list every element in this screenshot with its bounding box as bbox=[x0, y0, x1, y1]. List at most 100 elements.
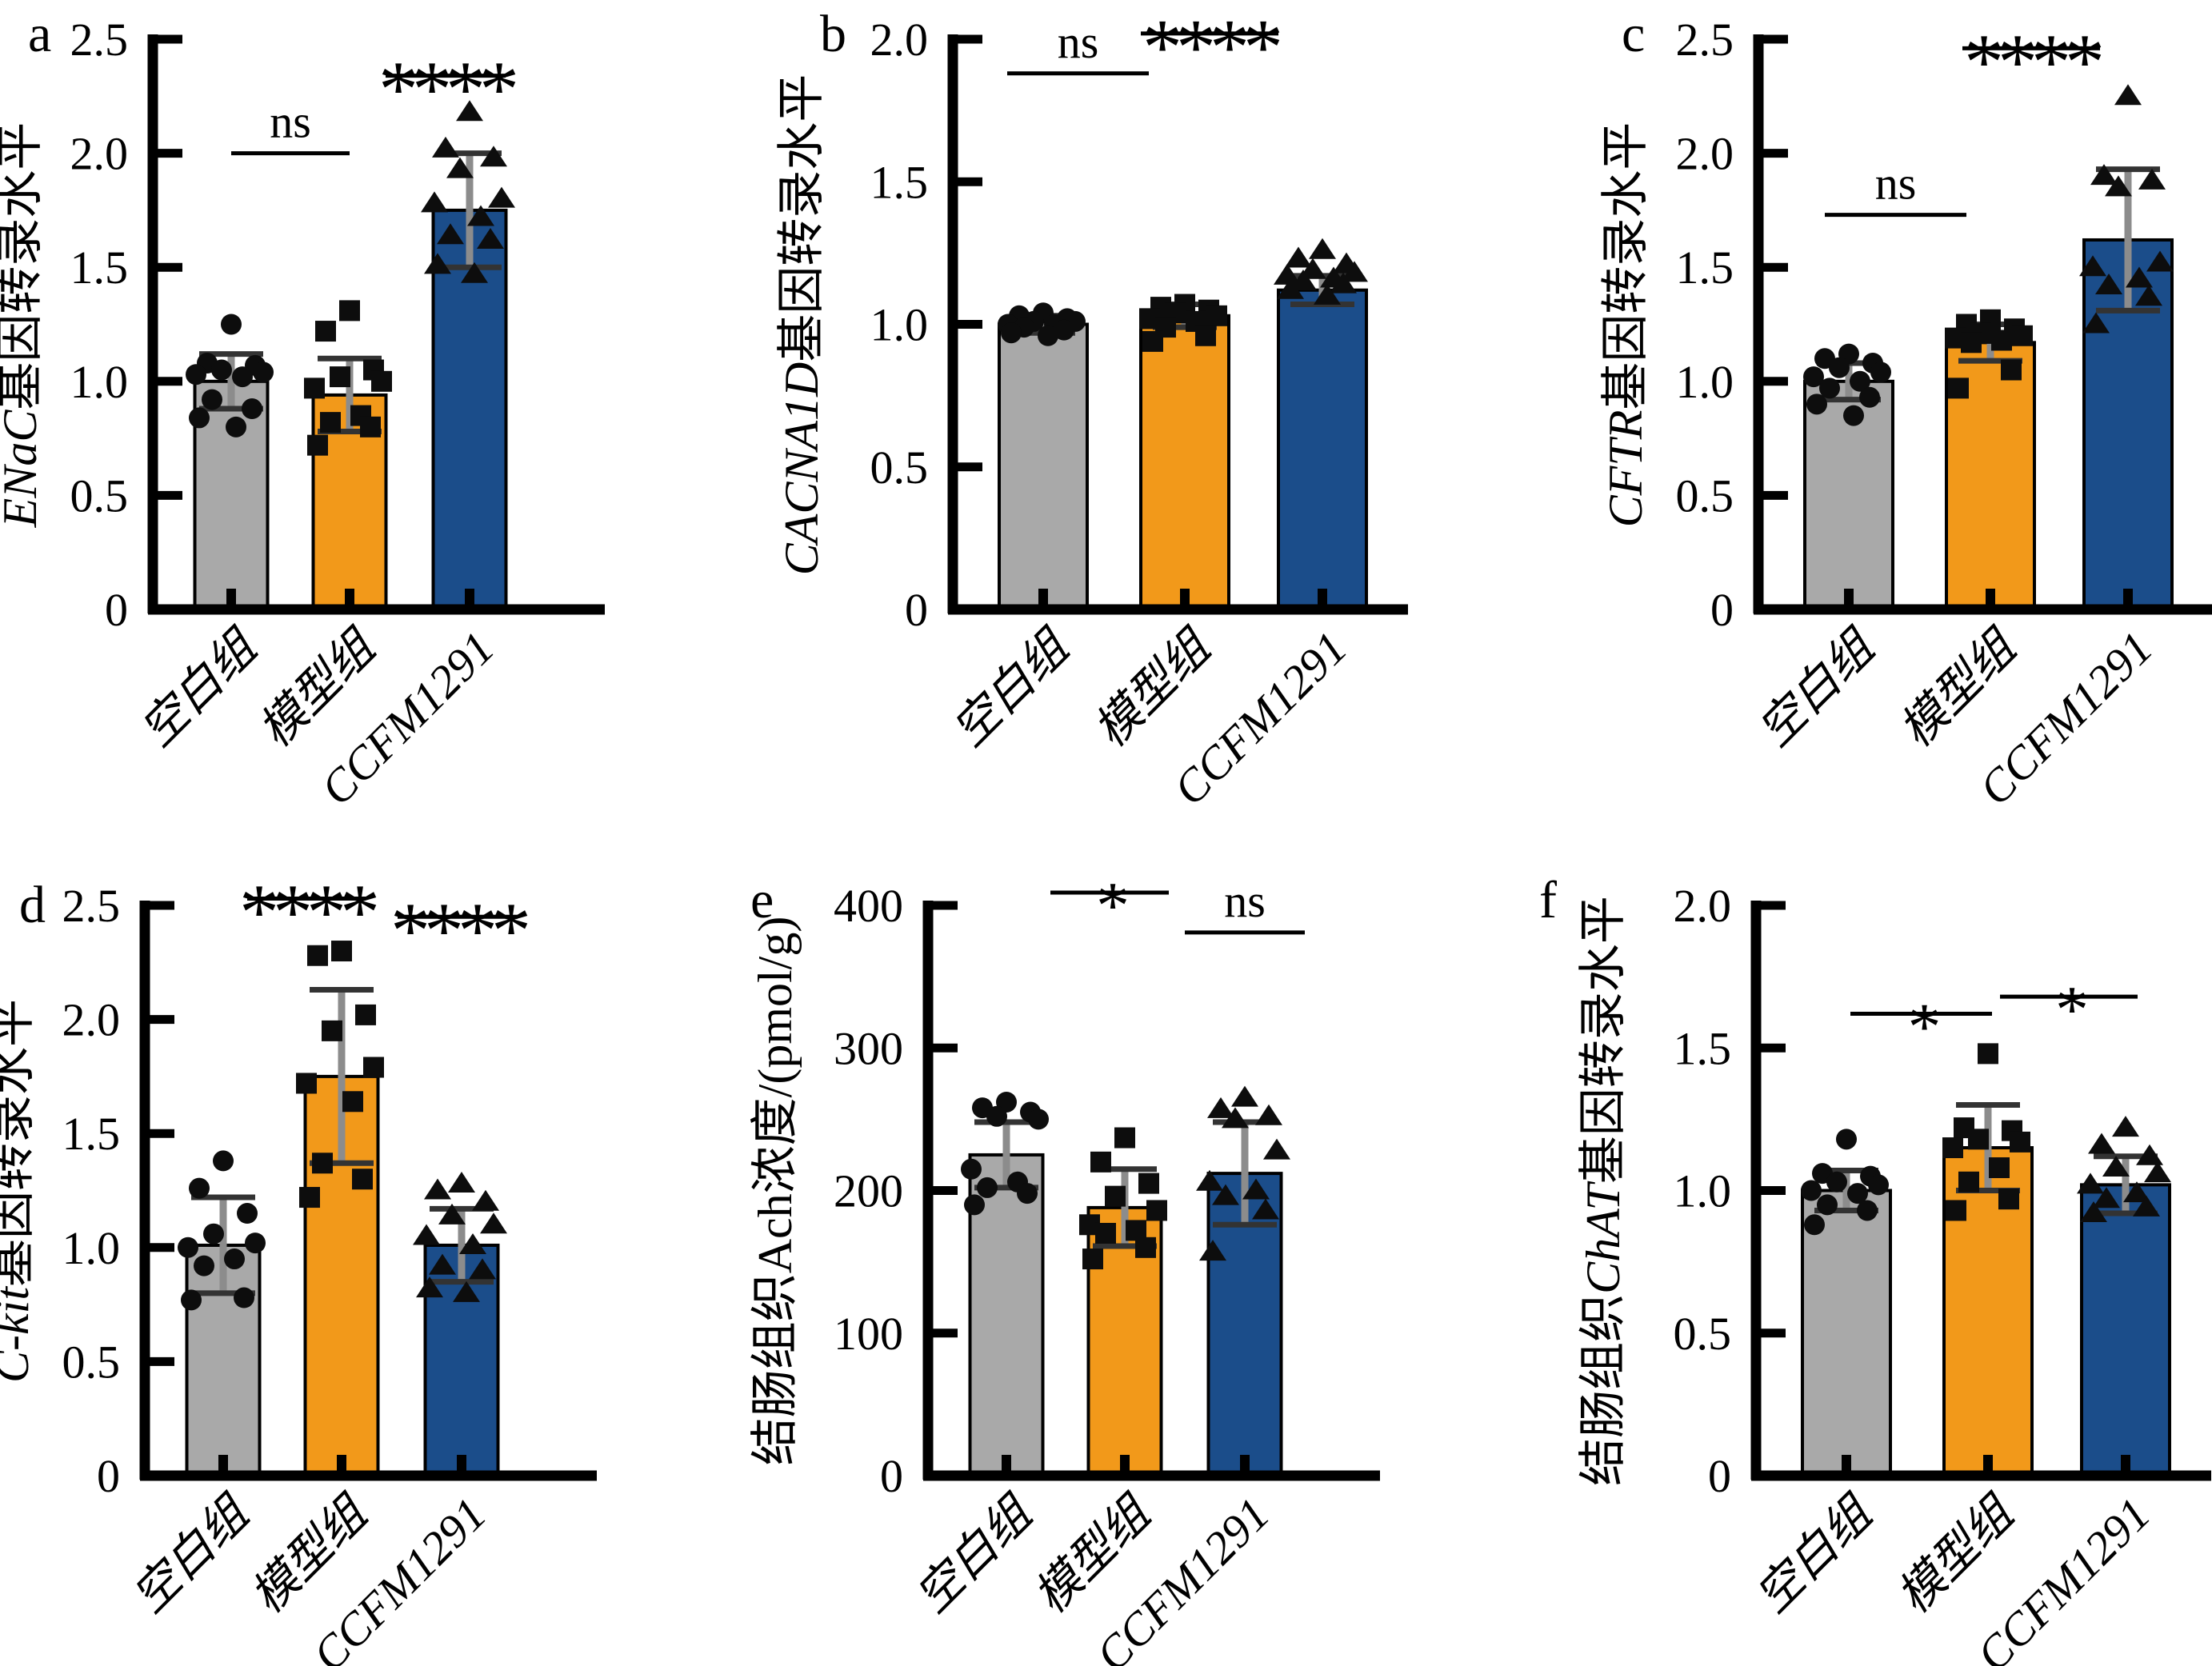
y-tick-label: 0.5 bbox=[1676, 469, 1734, 521]
data-point bbox=[964, 1194, 985, 1216]
data-point bbox=[2136, 1144, 2163, 1165]
data-point bbox=[1299, 258, 1326, 279]
data-point bbox=[312, 1153, 333, 1174]
panel-c: 0 0.5 1.0 1.5 2.0 2.5 CFTR基因转录水平 空白组 模型组 CCFM1291… bbox=[1599, 0, 2212, 815]
y-tick-label: 0 bbox=[1710, 584, 1734, 636]
data-point bbox=[245, 1233, 266, 1254]
data-point bbox=[1801, 1180, 1822, 1201]
y-tick-label: 2.5 bbox=[62, 880, 121, 932]
data-point bbox=[2095, 274, 2122, 295]
sig-label: * bbox=[2055, 973, 2086, 1047]
y-tick-label: 400 bbox=[834, 880, 903, 932]
x-tick-label: 空白组 bbox=[1746, 1485, 1884, 1624]
data-point bbox=[315, 321, 336, 342]
data-point bbox=[986, 1105, 1007, 1127]
data-point bbox=[448, 1171, 475, 1193]
data-point bbox=[1231, 1085, 1258, 1107]
data-point bbox=[242, 398, 262, 420]
data-point bbox=[1330, 272, 1357, 294]
data-point bbox=[1199, 1240, 1226, 1261]
data-point bbox=[1142, 330, 1163, 352]
data-point bbox=[186, 364, 206, 386]
bar bbox=[998, 322, 1089, 611]
data-point bbox=[1222, 1107, 1249, 1129]
data-point bbox=[467, 205, 494, 226]
y-tick-label: 0 bbox=[905, 584, 928, 636]
sig-label: ns bbox=[1224, 875, 1266, 927]
data-point bbox=[1806, 394, 1827, 415]
y-tick-label: 2.5 bbox=[70, 14, 129, 66]
y-tick-label: 2.0 bbox=[1676, 128, 1734, 180]
y-axis-title: C-kit基因转录水平 bbox=[0, 999, 38, 1383]
panel-e: 0 100 200 300 400 结肠组织Ach浓度/(pmol/g) 空白组 模型组 CCF… bbox=[749, 866, 1543, 1666]
data-point bbox=[1082, 1249, 1103, 1270]
y-tick-label: 1.0 bbox=[70, 356, 129, 408]
data-point bbox=[224, 1249, 245, 1270]
y-tick-label: 0.5 bbox=[870, 441, 929, 493]
bar bbox=[1801, 1189, 1892, 1477]
data-point bbox=[2138, 168, 2166, 190]
x-tick-label: 模型组 bbox=[1890, 619, 2028, 757]
data-point bbox=[342, 1091, 363, 1113]
data-point bbox=[1961, 332, 1982, 354]
data-point bbox=[1859, 386, 1880, 408]
data-point bbox=[1998, 1189, 2019, 1210]
data-point bbox=[438, 1203, 466, 1225]
panel-a-chart: 00.51.01.52.02.5ENaC基因转录水平空白组模型组CCFM1291… bbox=[0, 5, 605, 815]
y-tick-label: 0.5 bbox=[62, 1336, 121, 1388]
x-tick-label: 空白组 bbox=[1748, 619, 1886, 757]
x-tick-label: 空白组 bbox=[942, 619, 1081, 757]
y-tick-label: 2.5 bbox=[1676, 14, 1734, 66]
panel-d-chart: 00.51.01.52.02.5C-kit基因转录水平空白组模型组CCFM129… bbox=[0, 867, 597, 1666]
data-point bbox=[2133, 1195, 2160, 1217]
sig-label: **** bbox=[1142, 2, 1280, 91]
data-point bbox=[1843, 405, 1864, 426]
data-point bbox=[1028, 1109, 1049, 1130]
panel-letter: b bbox=[820, 5, 846, 63]
data-point bbox=[1255, 1104, 1282, 1125]
y-tick-label: 2.0 bbox=[70, 128, 129, 180]
y-tick-label: 1.0 bbox=[62, 1222, 121, 1274]
panel-b: 0 0.5 1.0 1.5 2.0 CACNA1D基因转录水平 空白组 模型组 CCFM1291… bbox=[775, 0, 1568, 815]
data-point bbox=[322, 1020, 342, 1041]
data-point bbox=[203, 1223, 224, 1245]
data-point bbox=[2135, 285, 2162, 306]
data-point bbox=[331, 941, 352, 962]
data-point bbox=[1263, 1138, 1290, 1160]
data-point bbox=[232, 366, 253, 388]
data-point bbox=[413, 1224, 440, 1245]
data-point bbox=[432, 136, 459, 158]
data-point bbox=[2102, 1155, 2130, 1177]
data-point bbox=[2144, 1161, 2171, 1183]
y-tick-label: 1.5 bbox=[1676, 242, 1734, 294]
data-point bbox=[477, 227, 504, 249]
x-tick-label: 空白组 bbox=[130, 619, 269, 757]
data-point bbox=[961, 1158, 982, 1180]
y-tick-label: 2.0 bbox=[62, 994, 121, 1046]
sig-label: ns bbox=[1875, 158, 1917, 210]
data-point bbox=[1017, 1183, 1038, 1205]
sig-label: ns bbox=[1058, 16, 1099, 68]
y-tick-label: 100 bbox=[834, 1308, 903, 1360]
data-point bbox=[234, 1287, 254, 1308]
y-tick-label: 1.0 bbox=[1674, 1165, 1732, 1217]
x-tick-label: 模型组 bbox=[1887, 1485, 2026, 1624]
y-tick-label: 200 bbox=[834, 1165, 903, 1217]
data-point bbox=[189, 1177, 210, 1199]
data-point bbox=[296, 1073, 317, 1094]
x-tick-label: 空白组 bbox=[122, 1485, 261, 1624]
data-point bbox=[1847, 1183, 1868, 1205]
data-point bbox=[2082, 312, 2110, 334]
panel-a: 0 0.5 1.0 1.5 2.0 2.5 ENaC基因转录水平 空白组 模型组 CCFM1291… bbox=[0, 0, 768, 815]
data-point bbox=[480, 1213, 507, 1234]
data-point bbox=[237, 1203, 258, 1225]
data-point bbox=[2001, 359, 2022, 381]
data-point bbox=[1978, 1043, 1998, 1065]
data-point bbox=[299, 1187, 320, 1209]
sig-label: **** bbox=[1964, 17, 2102, 106]
data-point bbox=[202, 389, 222, 410]
data-point bbox=[1850, 370, 1870, 392]
